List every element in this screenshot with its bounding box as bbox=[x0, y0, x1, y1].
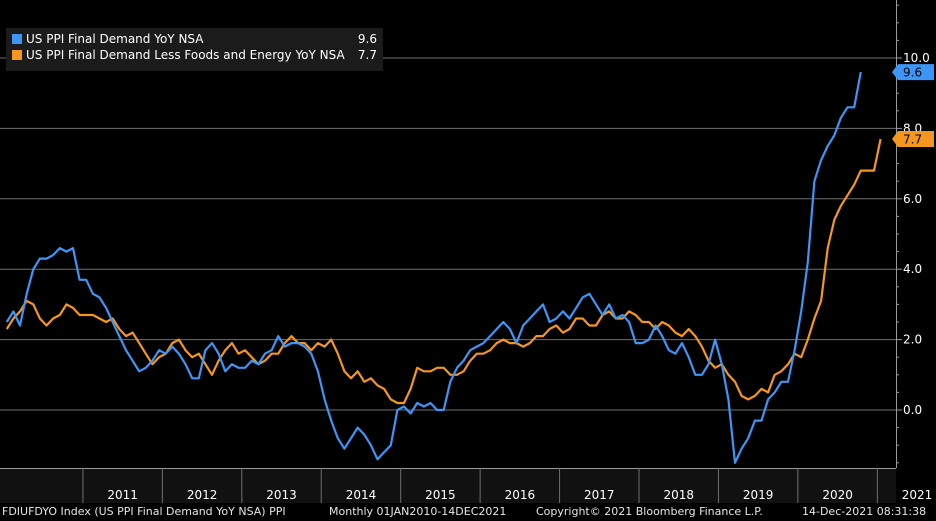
footer-index: FDIUFDYO Index (US PPI Final Demand YoY … bbox=[2, 505, 286, 518]
svg-text:7.7: 7.7 bbox=[903, 132, 922, 146]
series-lines bbox=[5, 71, 882, 464]
x-tick-label: 2015 bbox=[425, 488, 456, 502]
y-tick-label: 4.0 bbox=[903, 262, 922, 276]
legend-label: US PPI Final Demand Less Foods and Energ… bbox=[26, 48, 345, 62]
x-tick-label: 2017 bbox=[584, 488, 615, 502]
x-tick-label: 2016 bbox=[505, 488, 536, 502]
legend-value: 7.7 bbox=[357, 48, 377, 62]
x-tick-label: 2013 bbox=[266, 488, 297, 502]
legend-label: US PPI Final Demand YoY NSA bbox=[26, 32, 204, 46]
x-tick-label: 2012 bbox=[187, 488, 218, 502]
y-tick-label: 6.0 bbox=[903, 192, 922, 206]
legend-swatch-orange bbox=[12, 50, 22, 60]
last-value-tag-core: 7.7 bbox=[892, 130, 934, 147]
footer-copyright: Copyright© 2021 Bloomberg Finance L.P. bbox=[536, 505, 763, 518]
footer-frequency: Monthly 01JAN2010-14DEC2021 bbox=[329, 505, 507, 518]
legend-item-final-demand: US PPI Final Demand YoY NSA 9.6 bbox=[6, 31, 383, 47]
footer-timestamp: 14-Dec-2021 08:31:38 bbox=[802, 505, 927, 518]
legend-item-core: US PPI Final Demand Less Foods and Energ… bbox=[6, 47, 383, 63]
svg-text:9.6: 9.6 bbox=[903, 66, 922, 80]
x-tick-label: 2011 bbox=[107, 488, 138, 502]
x-axis-band bbox=[0, 468, 896, 503]
y-tick-label: 0.0 bbox=[903, 403, 922, 417]
series-line-core bbox=[5, 138, 882, 405]
y-tick-label: 2.0 bbox=[903, 333, 922, 347]
series-line-final-demand bbox=[5, 71, 862, 464]
legend-value: 9.6 bbox=[357, 32, 377, 46]
y-tick-label: 10.0 bbox=[903, 51, 930, 65]
x-tick-label: 2020 bbox=[822, 488, 853, 502]
x-tick-label: 2019 bbox=[743, 488, 774, 502]
last-value-tags: 9.6 7.7 bbox=[892, 64, 934, 147]
footer: FDIUFDYO Index (US PPI Final Demand YoY … bbox=[0, 503, 936, 521]
x-tick-label: 2014 bbox=[346, 488, 377, 502]
axes bbox=[0, 0, 902, 503]
x-tick-label: 2018 bbox=[663, 488, 694, 502]
legend: US PPI Final Demand YoY NSA 9.6 US PPI F… bbox=[6, 28, 383, 71]
x-tick-label: 2021 bbox=[902, 488, 933, 502]
grid-lines bbox=[0, 57, 896, 411]
legend-swatch-blue bbox=[12, 34, 22, 44]
last-value-tag-final-demand: 9.6 bbox=[892, 64, 934, 81]
